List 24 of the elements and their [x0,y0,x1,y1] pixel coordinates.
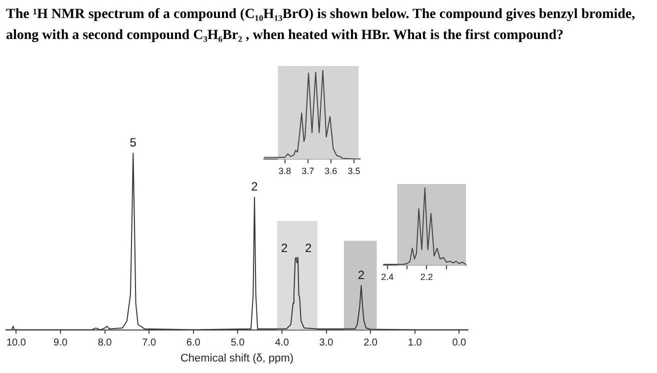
x-tick-label: 1.0 [408,338,422,349]
x-axis-title: Chemical shift (δ, ppm) [180,352,294,364]
x-tick-label: 4.0 [275,338,290,349]
annotation: 5 [130,136,137,150]
x-tick-label: 7.0 [142,338,156,349]
annotation: 2 [281,241,288,255]
x-tick-label: 3.7 [302,166,314,176]
x-tick-label: 10.0 [6,338,26,349]
x-tick-label: 3.5 [348,166,360,176]
x-tick-label: 3.6 [324,166,338,176]
x-tick-label: 9.0 [54,338,68,349]
annotation: 2 [358,268,365,282]
annotation: 2 [305,241,312,255]
x-tick-label: 5.0 [230,338,246,349]
x-tick-label: 3.8 [278,166,292,176]
x-tick-label: 2.2 [420,272,433,282]
x-tick-label: 2.0 [364,338,378,349]
chart-title: The ¹H NMR spectrum of a compound (C₁₀H₁₃BrO) is shown below. The compound gives benzyl bromide, along with a second compound C₃H₆Br₂ , when heated with HBr. What is the first compound? [6,6,636,45]
x-tick-label: 6.0 [186,338,201,349]
x-tick-label: 8.0 [98,338,112,349]
annotation: 2 [251,180,258,194]
x-tick-label: 2.4 [381,272,394,282]
x-tick-label: 3.0 [319,338,334,349]
x-tick-label: 0.0 [452,338,467,349]
